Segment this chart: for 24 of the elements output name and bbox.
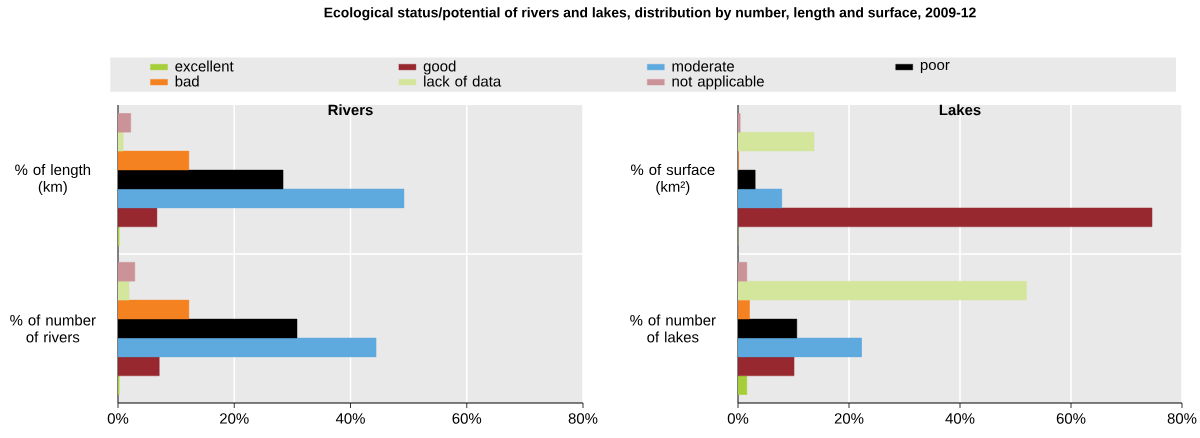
legend-label: lack of data bbox=[424, 75, 502, 87]
y-tick-label: % of number of rivers bbox=[10, 314, 96, 343]
y-tick-label: % of number of lakes bbox=[630, 314, 716, 343]
text: Ecological status/potential of rivers and lakes, distribution by number, length and surface, 2009-12 bbox=[324, 7, 976, 21]
chart-title: Rivers bbox=[328, 104, 373, 116]
x-tick-label: 20% bbox=[834, 413, 864, 424]
x-tick-label: 40% bbox=[945, 413, 975, 424]
x-tick-label: 60% bbox=[452, 413, 482, 424]
x-tick-label: 80% bbox=[1167, 413, 1197, 424]
chart-title: Lakes bbox=[939, 104, 981, 116]
y-tick-label: % of surface (km²) bbox=[631, 164, 715, 195]
legend-label: good bbox=[423, 60, 456, 75]
legend-label: poor bbox=[920, 61, 950, 74]
x-tick-label: 80% bbox=[568, 413, 598, 424]
x-tick-label: 60% bbox=[1056, 413, 1086, 424]
x-tick-label: 40% bbox=[335, 413, 365, 424]
y-tick-label: % of length (km) bbox=[15, 164, 91, 195]
x-tick-label: 20% bbox=[220, 413, 249, 424]
legend-label: moderate bbox=[672, 60, 734, 72]
legend-label: bad bbox=[175, 75, 199, 87]
x-tick-label: 0% bbox=[107, 413, 129, 424]
legend-label: excellent bbox=[175, 60, 234, 72]
x-tick-label: 0% bbox=[727, 413, 749, 424]
legend-label: not applicable bbox=[672, 75, 764, 90]
